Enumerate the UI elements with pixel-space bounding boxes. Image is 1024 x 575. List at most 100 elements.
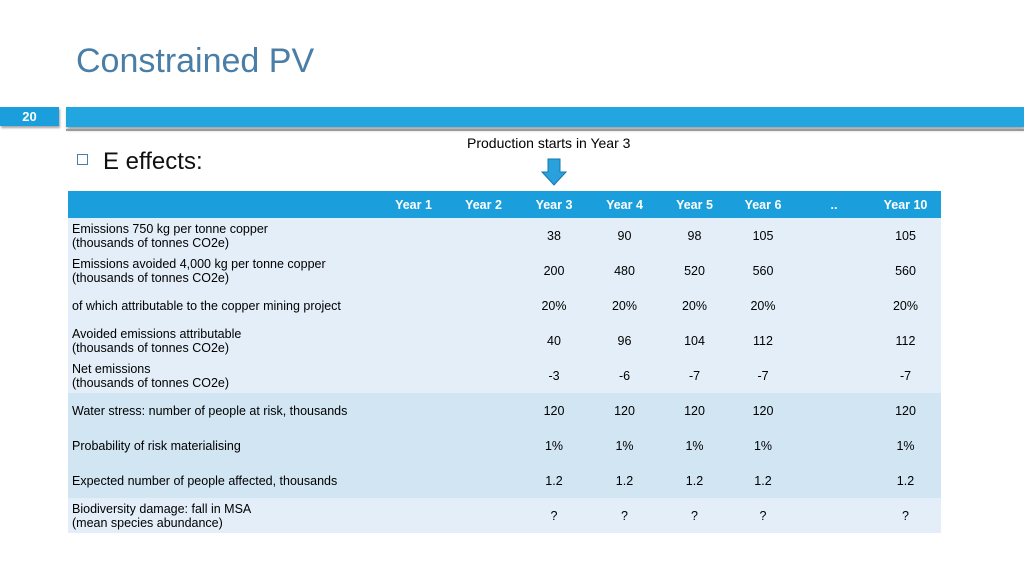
- row-label-line: Expected number of people affected, thou…: [72, 473, 338, 488]
- table-cell: 40: [520, 323, 588, 358]
- table-cell: ?: [728, 498, 798, 533]
- table-cell: -7: [728, 358, 798, 393]
- table-cell: [380, 358, 447, 393]
- table-cell: 112: [870, 323, 941, 358]
- row-label: Emissions avoided 4,000 kg per tonne cop…: [68, 253, 380, 288]
- table-cell: 1.2: [661, 463, 728, 498]
- column-header: Year 4: [588, 191, 661, 218]
- row-label-line: Emissions avoided 4,000 kg per tonne cop…: [72, 256, 326, 271]
- table-cell: [380, 463, 447, 498]
- table-cell: [447, 393, 520, 428]
- table-cell: 104: [661, 323, 728, 358]
- table-cell: [447, 323, 520, 358]
- table-cell: 1.2: [870, 463, 941, 498]
- table-cell: 120: [870, 393, 941, 428]
- table-cell: [447, 428, 520, 463]
- table-cell: ?: [661, 498, 728, 533]
- column-header: Year 5: [661, 191, 728, 218]
- table-cell: [380, 393, 447, 428]
- table-cell: 1%: [520, 428, 588, 463]
- row-label: Expected number of people affected, thou…: [68, 463, 380, 498]
- table-cell: 20%: [588, 288, 661, 323]
- production-annotation: Production starts in Year 3: [467, 135, 631, 151]
- row-label-line: Net emissions: [72, 361, 151, 376]
- table-cell: [798, 428, 870, 463]
- table-cell: 98: [661, 218, 728, 253]
- table-cell: [798, 498, 870, 533]
- row-label-unit: (thousands of tonnes CO2e): [72, 235, 230, 250]
- table-cell: [380, 498, 447, 533]
- table-cell: [380, 253, 447, 288]
- table-cell: 200: [520, 253, 588, 288]
- table-cell: [798, 253, 870, 288]
- row-label: Emissions 750 kg per tonne copper (thousa…: [68, 218, 380, 253]
- column-header: Year 3: [520, 191, 588, 218]
- column-header: Year 6: [728, 191, 798, 218]
- row-label-line: Water stress: number of people at risk, …: [72, 403, 348, 418]
- table-cell: -3: [520, 358, 588, 393]
- effects-table: Year 1 Year 2 Year 3 Year 4 Year 5 Year …: [68, 191, 941, 533]
- table-body: Emissions 750 kg per tonne copper (thousa…: [68, 218, 941, 533]
- table-row: Emissions 750 kg per tonne copper (thousa…: [68, 218, 941, 253]
- table-cell: [798, 288, 870, 323]
- row-label-line: of which attributable to the copper mini…: [72, 298, 341, 313]
- table-cell: 1%: [588, 428, 661, 463]
- table-cell: 1.2: [588, 463, 661, 498]
- table-row: Emissions avoided 4,000 kg per tonne cop…: [68, 253, 941, 288]
- table-cell: 520: [661, 253, 728, 288]
- column-header: [68, 191, 380, 218]
- table-cell: 120: [661, 393, 728, 428]
- table-cell: 480: [588, 253, 661, 288]
- table-cell: 120: [728, 393, 798, 428]
- table-cell: [447, 498, 520, 533]
- row-label: of which attributable to the copper mini…: [68, 288, 380, 323]
- table-cell: 1.2: [520, 463, 588, 498]
- table-cell: [380, 323, 447, 358]
- table-cell: [798, 323, 870, 358]
- table-cell: 1%: [661, 428, 728, 463]
- table-cell: [447, 218, 520, 253]
- header-band: [66, 107, 1024, 127]
- header-band-underline: [66, 129, 1024, 131]
- column-header: ..: [798, 191, 870, 218]
- table-cell: -7: [661, 358, 728, 393]
- table-row: Expected number of people affected, thou…: [68, 463, 941, 498]
- table-cell: [798, 393, 870, 428]
- table-cell: [798, 463, 870, 498]
- down-arrow-icon: [540, 158, 568, 186]
- table-cell: [447, 288, 520, 323]
- row-label-line: Probability of risk materialising: [72, 438, 241, 453]
- table-cell: [380, 288, 447, 323]
- table-cell: 20%: [520, 288, 588, 323]
- square-bullet-icon: [77, 154, 88, 165]
- table-cell: 1.2: [728, 463, 798, 498]
- table-cell: 120: [520, 393, 588, 428]
- row-label: Water stress: number of people at risk, …: [68, 393, 380, 428]
- table-cell: 1%: [728, 428, 798, 463]
- table-cell: ?: [588, 498, 661, 533]
- row-label-unit: (thousands of tonnes CO2e): [72, 340, 230, 355]
- table-cell: 1%: [870, 428, 941, 463]
- table-cell: 105: [728, 218, 798, 253]
- table-row: Biodiversity damage: fall in MSA (mean sp…: [68, 498, 941, 533]
- row-label-line: Biodiversity damage: fall in MSA: [72, 501, 252, 516]
- table-cell: [798, 218, 870, 253]
- table-cell: 105: [870, 218, 941, 253]
- table-cell: 96: [588, 323, 661, 358]
- row-label: Avoided emissions attributable (thousands…: [68, 323, 380, 358]
- table-cell: [798, 358, 870, 393]
- table-cell: 20%: [870, 288, 941, 323]
- table-cell: [380, 218, 447, 253]
- table-cell: 120: [588, 393, 661, 428]
- column-header: Year 2: [447, 191, 520, 218]
- table-cell: 560: [728, 253, 798, 288]
- column-header: Year 1: [380, 191, 447, 218]
- table-row: of which attributable to the copper mini…: [68, 288, 941, 323]
- header-row: Year 1 Year 2 Year 3 Year 4 Year 5 Year …: [68, 191, 941, 218]
- table-cell: 20%: [728, 288, 798, 323]
- row-label: Net emissions (thousands of tonnes CO2e): [68, 358, 380, 393]
- slide-number: 20: [0, 107, 59, 126]
- row-label-unit: (mean species abundance): [72, 515, 223, 530]
- row-label-line: Avoided emissions attributable: [72, 326, 242, 341]
- table-cell: 112: [728, 323, 798, 358]
